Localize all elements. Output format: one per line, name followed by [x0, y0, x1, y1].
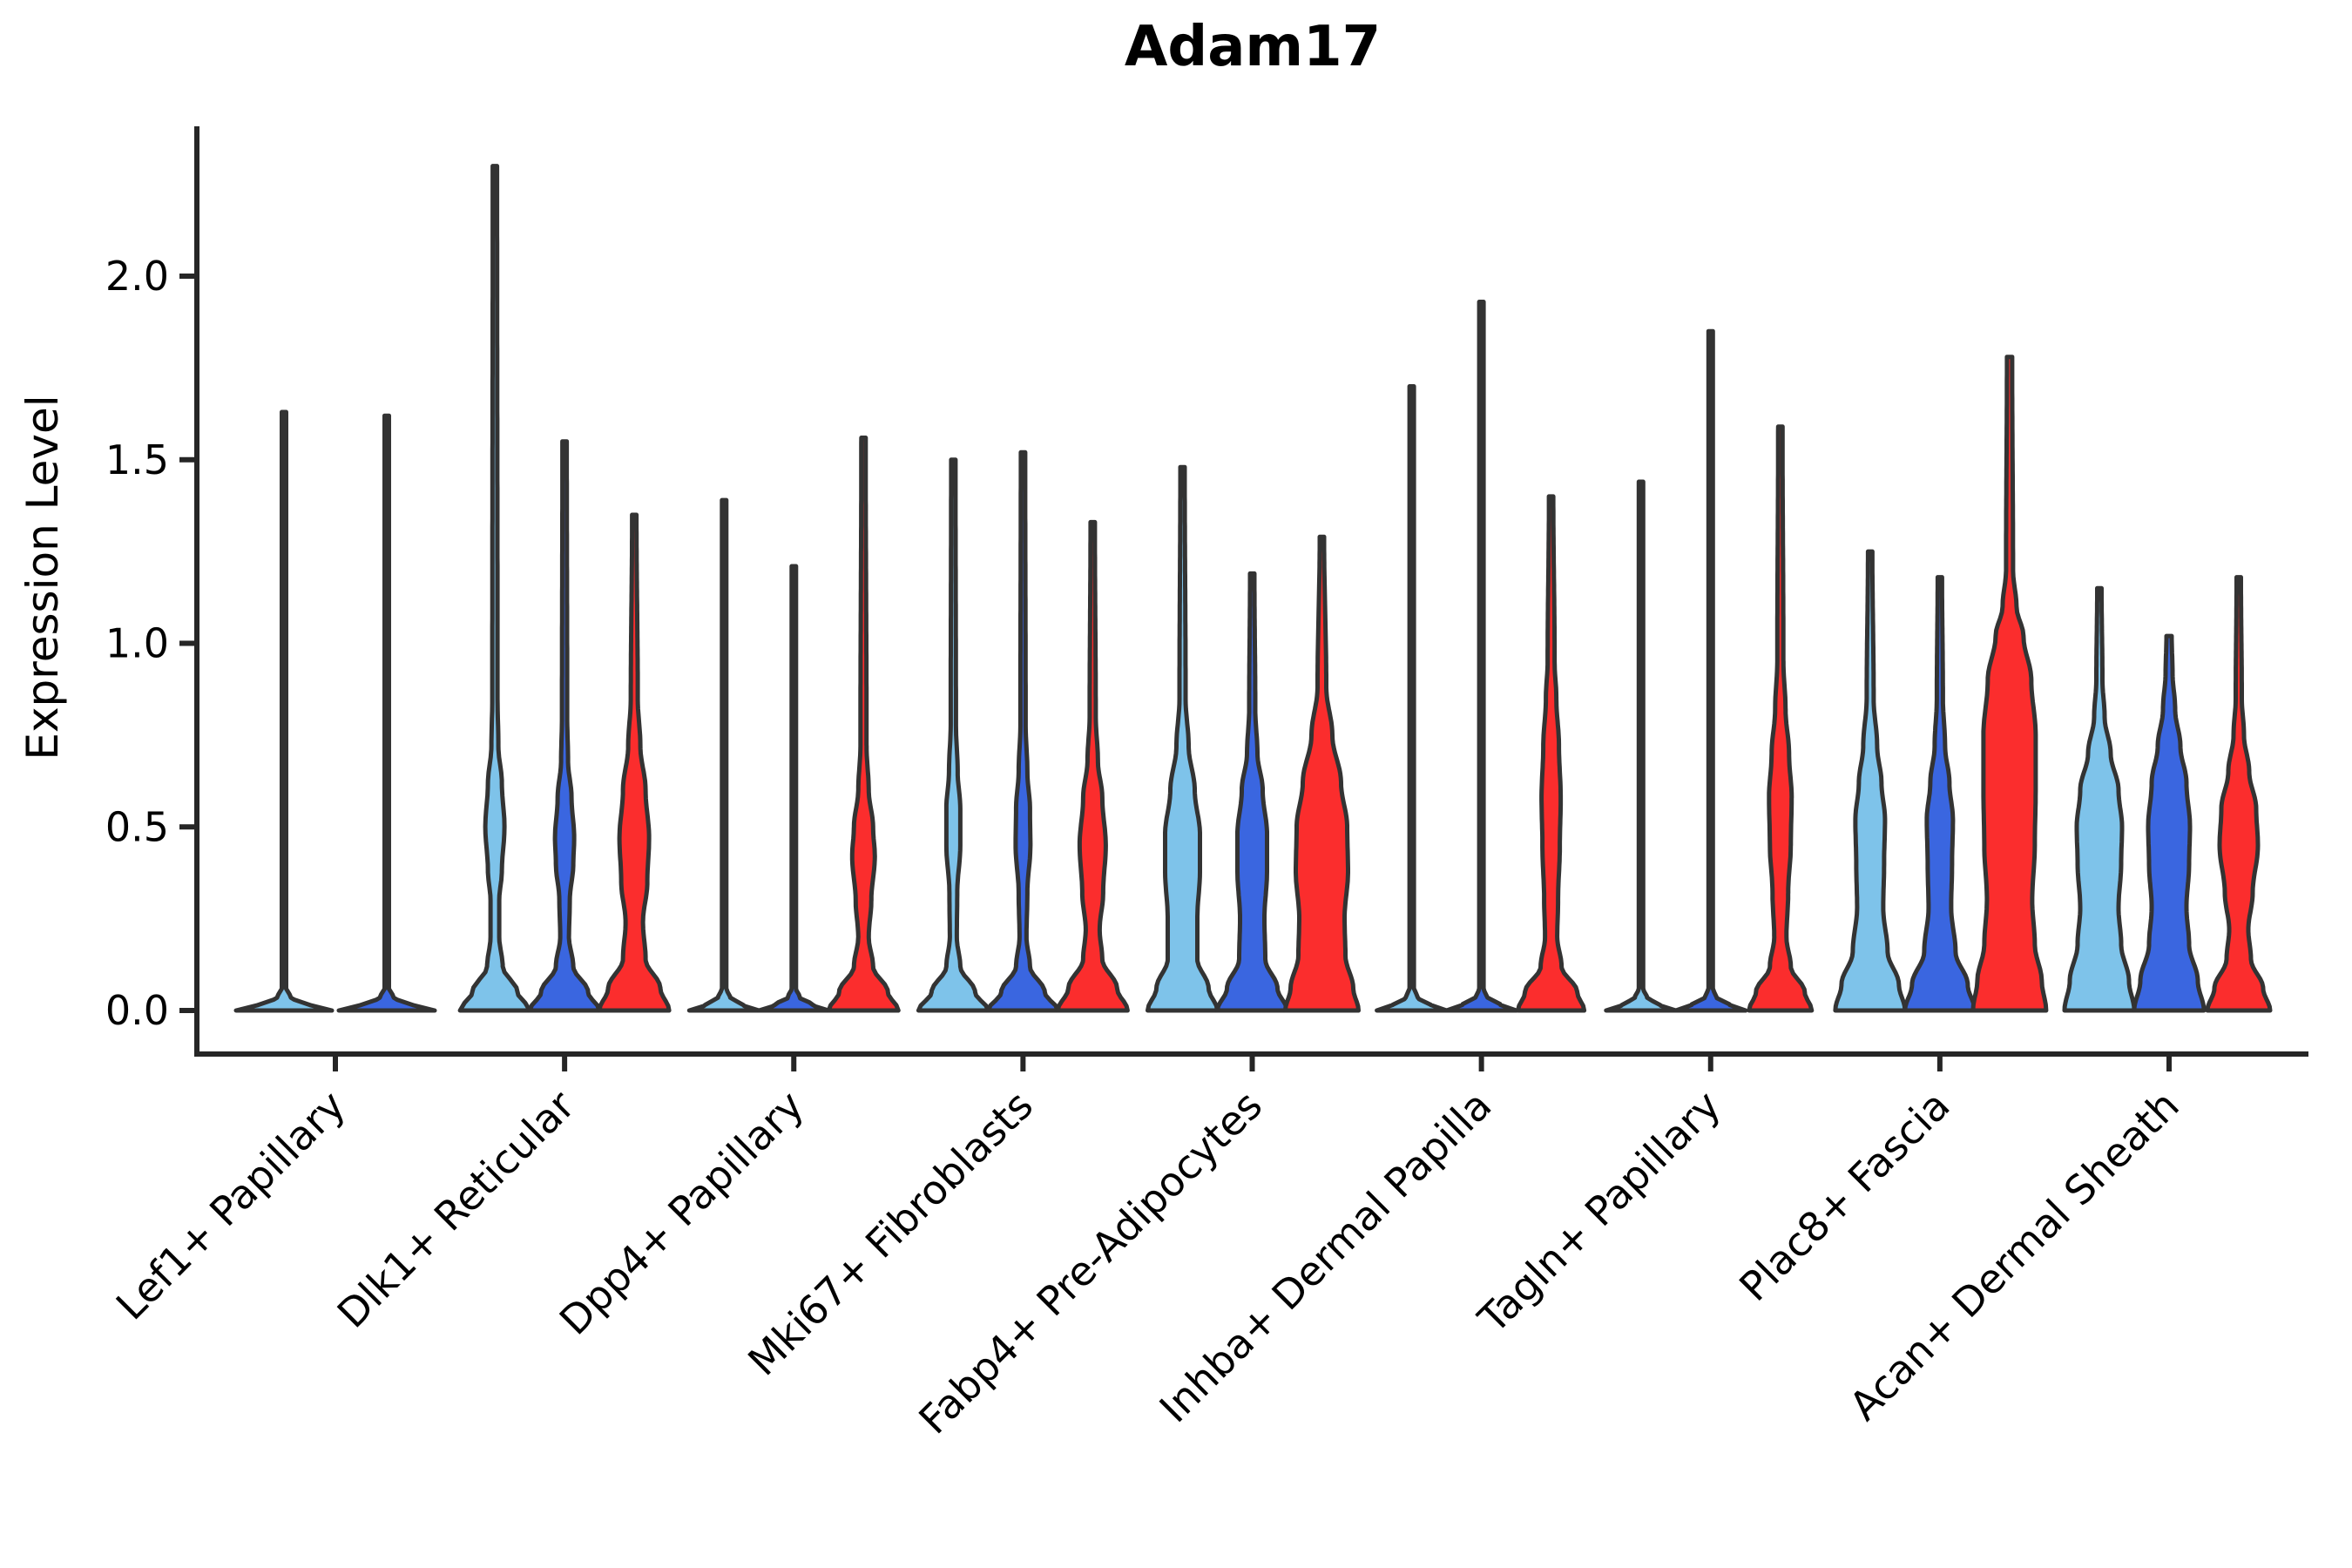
violin-blue	[336, 413, 437, 1013]
violin-group-2	[457, 164, 672, 1013]
violin-blue	[1673, 328, 1748, 1013]
violin-lightblue	[1833, 549, 1908, 1013]
violin-lightblue	[1604, 479, 1679, 1013]
y-axis-label: Expression Level	[17, 395, 68, 760]
violin-group-5	[1146, 464, 1361, 1013]
violin-lightblue	[916, 457, 990, 1013]
y-tick-label: 1.0	[105, 620, 169, 667]
violin-red	[826, 436, 901, 1013]
violin-blue	[1444, 300, 1519, 1013]
violin-red	[2205, 575, 2273, 1013]
y-tick-label: 2.0	[105, 253, 169, 300]
violin-group-3	[686, 436, 901, 1013]
violin-group-7	[1604, 328, 1815, 1013]
violin-blue	[527, 439, 602, 1013]
violins-layer	[233, 164, 2273, 1013]
violin-group-6	[1375, 300, 1587, 1013]
x-tick-label: Dpp4+ Papillary	[551, 1082, 813, 1344]
violin-blue	[1903, 575, 1977, 1013]
violin-red	[1970, 355, 2049, 1013]
x-tick-label: Lef1+ Papillary	[107, 1082, 355, 1329]
violin-red	[1283, 534, 1361, 1013]
violin-group-1	[233, 409, 437, 1013]
violin-red	[1747, 424, 1815, 1013]
chart-title: Adam17	[1125, 15, 1381, 79]
violin-group-8	[1833, 355, 2049, 1013]
violin-lightblue	[2062, 585, 2137, 1013]
y-tick-label: 0.0	[105, 987, 169, 1034]
violin-lightblue	[1375, 384, 1450, 1013]
violin-red	[1055, 519, 1130, 1013]
violin-blue	[1215, 571, 1289, 1013]
violin-lightblue	[686, 497, 761, 1013]
violin-red	[1516, 494, 1587, 1013]
violin-group-4	[916, 449, 1130, 1013]
violin-lightblue	[233, 409, 335, 1013]
violin-group-9	[2062, 575, 2273, 1013]
x-tick-label: Plac8+ Fascia	[1730, 1082, 1958, 1310]
violin-blue	[2132, 633, 2207, 1013]
violin-lightblue	[457, 164, 532, 1013]
violin-lightblue	[1146, 464, 1220, 1013]
x-tick-label: Dlk1+ Reticular	[328, 1082, 584, 1337]
y-tick-label: 1.5	[105, 436, 169, 483]
y-tick-label: 0.5	[105, 803, 169, 850]
x-tick-label: Tagln+ Papillary	[1469, 1082, 1730, 1343]
violin-red	[597, 512, 672, 1013]
violin-blue	[985, 449, 1060, 1013]
violin-blue	[756, 564, 831, 1013]
